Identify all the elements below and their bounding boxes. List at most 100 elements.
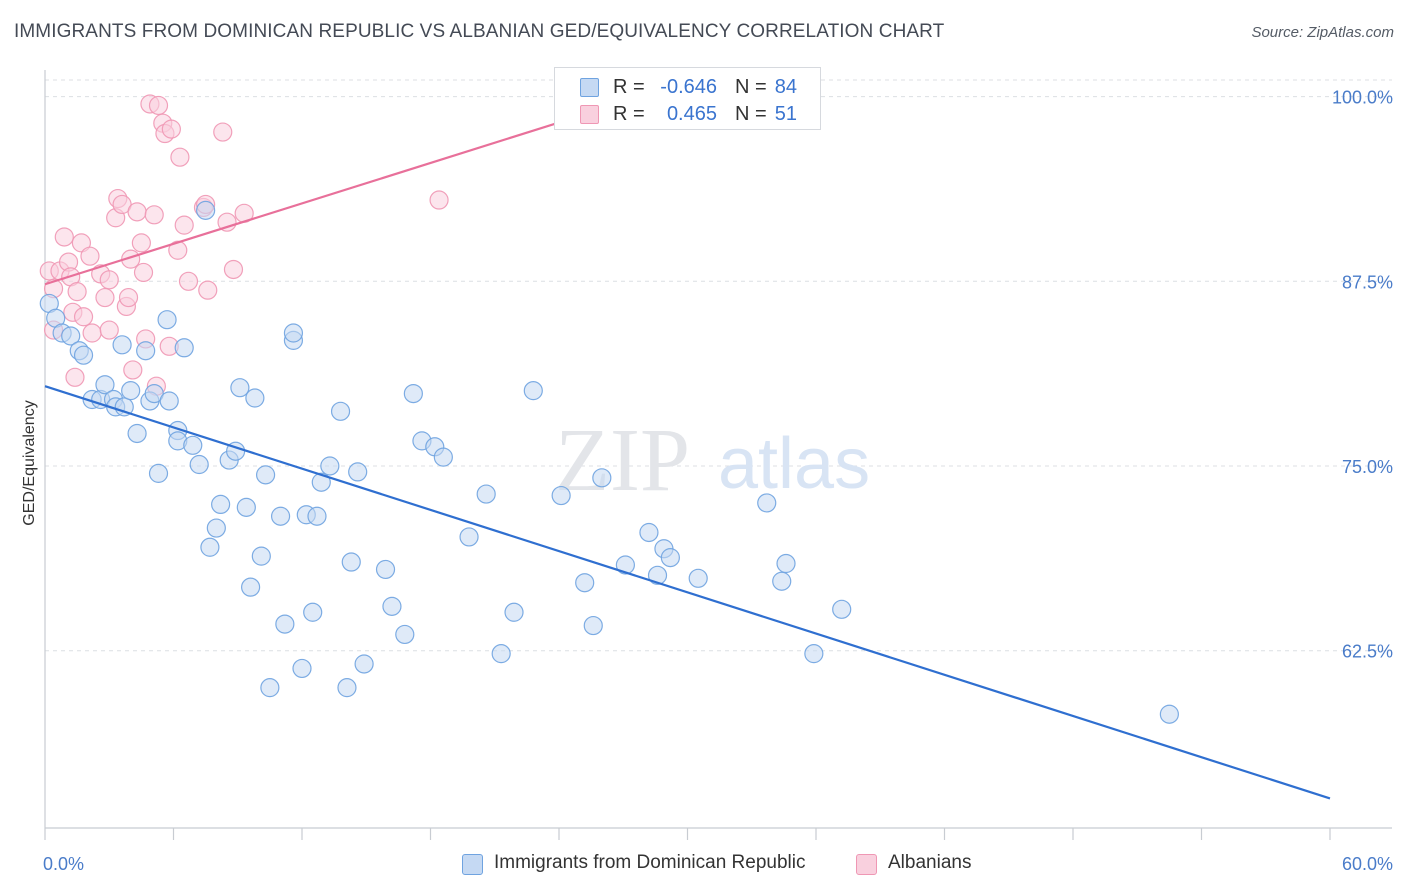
- albanians-point: [133, 262, 154, 283]
- albanians-point: [118, 287, 139, 308]
- dominican-point: [459, 527, 479, 547]
- dominican-point: [583, 615, 603, 636]
- dominican-point: [127, 423, 147, 444]
- axes: [44, 70, 1392, 840]
- legend-swatch-albanians: [856, 854, 877, 875]
- dominican-point: [251, 546, 271, 566]
- dominican-point: [660, 548, 680, 568]
- dominican-point: [196, 200, 216, 220]
- y-axis-label: GED/Equivalency: [21, 400, 38, 526]
- legend-swatch-albanians: [580, 105, 599, 124]
- dominican-point: [348, 462, 368, 482]
- dominican-point: [183, 435, 203, 455]
- legend-n-label: N =: [735, 76, 767, 98]
- series-legend: Immigrants from Dominican Republic Alban…: [0, 852, 1406, 878]
- dominican-point: [491, 644, 511, 664]
- dominican-point: [255, 465, 276, 485]
- albanians-point: [99, 320, 119, 340]
- albanians-point: [148, 95, 169, 116]
- dominican-point: [112, 335, 132, 355]
- dominican-point: [354, 654, 374, 674]
- dominican-point: [283, 323, 304, 343]
- albanians-point: [127, 202, 147, 222]
- albanians-point: [54, 227, 74, 247]
- dominican-point: [337, 678, 357, 698]
- dominican-point: [592, 468, 612, 488]
- albanians-point: [144, 205, 164, 225]
- dominican-point: [476, 484, 496, 504]
- dominican-point: [174, 338, 194, 358]
- dominican-point: [551, 485, 571, 506]
- dominican-point: [189, 454, 209, 475]
- dominican-point: [395, 624, 415, 645]
- dominican-point: [270, 506, 291, 526]
- dominican-point: [330, 401, 351, 421]
- legend-n-value: 51: [774, 103, 797, 125]
- dominican-point: [245, 388, 265, 408]
- albanians-point: [161, 119, 181, 139]
- albanians-point: [198, 280, 218, 300]
- albanians-point: [80, 246, 100, 266]
- albanians-point: [65, 367, 85, 387]
- legend-r-value: 0.465: [666, 103, 717, 125]
- dominican-point: [504, 602, 524, 622]
- albanians-point: [168, 240, 188, 260]
- dominican-point: [341, 552, 361, 572]
- dominican-point: [575, 573, 595, 593]
- dominican-point: [230, 378, 250, 398]
- y-tick-label: 87.5%: [1342, 272, 1393, 292]
- dominican-point: [148, 463, 169, 483]
- dominican-point: [307, 506, 327, 526]
- dominican-point: [206, 518, 226, 538]
- albanians-point: [95, 287, 115, 308]
- legend-n-value: 84: [774, 76, 797, 98]
- legend-label-dominican: Immigrants from Dominican Republic: [494, 852, 806, 873]
- watermark: ZIP atlas: [555, 411, 870, 510]
- dominican-point: [114, 397, 134, 417]
- albanians-point: [174, 215, 194, 235]
- dominican-point: [200, 537, 220, 557]
- dominican-point: [523, 381, 543, 401]
- dominican-trend-line: [44, 385, 1331, 800]
- dominican-point: [1159, 704, 1179, 724]
- dominican-point: [804, 644, 824, 664]
- dominican-points: [39, 200, 1179, 724]
- y-tick-label: 62.5%: [1342, 642, 1393, 662]
- x-tick-label: 0.0%: [43, 854, 84, 874]
- albanians-point: [73, 307, 94, 327]
- legend-r-label: R =: [613, 103, 645, 125]
- x-tick-label: 60.0%: [1342, 854, 1393, 874]
- dominican-point: [776, 553, 796, 574]
- dominican-point: [403, 383, 423, 404]
- source-label: Source: ZipAtlas.com: [1251, 24, 1394, 41]
- dominican-point: [73, 345, 94, 365]
- albanians-point: [429, 190, 449, 210]
- albanians-point: [123, 360, 143, 380]
- legend-swatch-dominican: [462, 854, 483, 875]
- albanians-point: [213, 122, 233, 142]
- legend-r-label: R =: [613, 76, 645, 98]
- dominican-point: [236, 497, 256, 517]
- legend-row-dominican: R = -0.646 N = 84: [555, 74, 820, 102]
- y-tick-label: 75.0%: [1342, 457, 1393, 477]
- dominican-point: [211, 494, 231, 515]
- tick-labels: 62.5% 75.0% 87.5% 100.0% 0.0% 60.0%: [43, 88, 1393, 874]
- dominican-point: [159, 391, 179, 411]
- albanians-point: [82, 323, 102, 343]
- dominican-point: [647, 565, 668, 585]
- dominican-point: [832, 599, 852, 619]
- legend-n-label: N =: [735, 103, 767, 125]
- dominican-point: [61, 326, 81, 346]
- dominican-point: [303, 602, 323, 622]
- dominican-point: [95, 375, 115, 395]
- albanians-point: [67, 282, 87, 302]
- dominican-point: [275, 614, 295, 634]
- grid-lines: [45, 79, 1392, 652]
- watermark-zip: ZIP: [555, 411, 690, 510]
- albanians-point: [170, 147, 190, 167]
- watermark-atlas: atlas: [718, 424, 870, 504]
- dominican-point: [121, 381, 141, 401]
- dominican-point: [320, 456, 340, 476]
- legend-label-albanians: Albanians: [888, 852, 972, 873]
